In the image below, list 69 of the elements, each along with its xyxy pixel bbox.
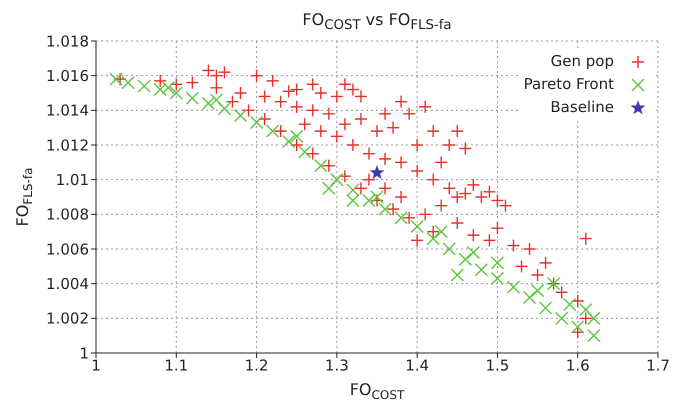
point	[579, 302, 592, 316]
point	[587, 312, 600, 326]
point	[506, 280, 520, 294]
point	[370, 166, 384, 178]
point	[137, 79, 151, 93]
point	[562, 298, 576, 312]
point	[490, 272, 504, 286]
point	[378, 202, 392, 216]
y-tick-label: 1.012	[46, 136, 89, 154]
chart-title: FO$_{COST}$ vs FO$_{FLS-fa}$	[301, 10, 453, 34]
point	[290, 130, 304, 144]
y-tick-label: 1.01	[56, 170, 89, 189]
y-tick-label: 1.004	[46, 274, 89, 293]
point	[442, 242, 456, 256]
x-axis-title: FO$_{COST}$	[350, 380, 405, 402]
point	[434, 224, 448, 238]
point	[346, 183, 360, 197]
legend-label: Pareto Front	[524, 74, 614, 95]
point	[170, 86, 183, 100]
legend-label: Baseline	[550, 97, 614, 118]
point	[571, 320, 584, 334]
point	[450, 268, 464, 282]
point	[587, 328, 600, 342]
point	[370, 190, 384, 204]
x-tick-label: 1.4	[405, 356, 430, 375]
point	[530, 284, 544, 298]
x-tick-label: 1.3	[324, 356, 349, 375]
point	[410, 220, 424, 234]
point	[121, 76, 135, 90]
x-tick-label: 1.6	[566, 356, 590, 375]
point	[346, 194, 360, 208]
point	[154, 82, 167, 96]
point	[490, 256, 504, 270]
x-tick-label: 1.5	[486, 356, 510, 375]
point	[266, 124, 280, 138]
x-tick-label: 1.7	[646, 356, 670, 375]
point	[298, 145, 312, 159]
y-tick-label: 1	[79, 344, 89, 362]
point	[474, 263, 488, 276]
legend-label: Gen pop	[550, 51, 614, 72]
point	[362, 194, 376, 208]
x-tick-label: 1	[91, 356, 101, 375]
point	[202, 96, 216, 110]
point	[186, 92, 200, 105]
point	[538, 301, 552, 315]
point	[162, 81, 175, 94]
point	[218, 102, 232, 116]
x-tick-label: 1.1	[164, 356, 188, 375]
point	[458, 252, 472, 266]
y-tick-label: 1.016	[46, 66, 89, 85]
point	[322, 182, 336, 196]
point	[426, 232, 440, 246]
y-tick-label: 1.018	[46, 32, 89, 50]
point	[250, 116, 264, 130]
point	[466, 246, 480, 260]
point	[210, 93, 224, 107]
point	[522, 290, 536, 304]
point	[314, 159, 328, 172]
point	[330, 172, 344, 186]
y-tick-label: 1.006	[46, 240, 89, 258]
point	[554, 312, 568, 326]
y-tick-label: 1.002	[46, 310, 89, 328]
y-tick-label: 1.014	[46, 102, 89, 120]
x-tick-label: 1.2	[244, 356, 268, 375]
point	[394, 211, 408, 224]
point	[282, 134, 296, 148]
point	[234, 108, 248, 122]
y-tick-label: 1.008	[46, 206, 89, 224]
point	[109, 72, 123, 86]
